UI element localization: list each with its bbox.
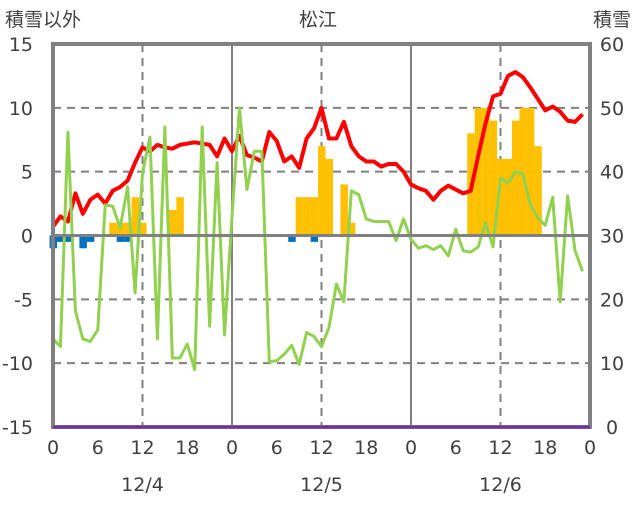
y-tick-right: 40	[600, 162, 624, 184]
x-tick: 12	[488, 437, 512, 459]
x-tick: 12	[130, 437, 154, 459]
orange-bar	[347, 222, 356, 236]
orange-bar	[295, 197, 304, 236]
orange-bar	[124, 222, 132, 236]
orange-bar	[504, 158, 512, 236]
x-tick: 6	[271, 437, 283, 459]
orange-bar	[497, 158, 505, 236]
x-tick: 18	[175, 437, 199, 459]
orange-bar	[519, 107, 527, 236]
orange-bar	[176, 197, 184, 236]
x-tick: 6	[450, 437, 462, 459]
x-tick: 0	[226, 437, 238, 459]
orange-bar	[318, 146, 326, 236]
y-tick-left: 0	[21, 226, 33, 248]
chart-title: 松江	[299, 9, 337, 31]
orange-bar	[534, 146, 542, 236]
orange-bar	[340, 184, 348, 236]
orange-bar	[168, 209, 177, 236]
y-tick-left: -10	[2, 353, 33, 375]
bars	[49, 107, 542, 249]
y-tick-left: -15	[2, 417, 33, 439]
x-tick: 0	[405, 437, 417, 459]
orange-bar	[474, 107, 483, 236]
y-tick-right: 10	[600, 353, 624, 375]
blue-bar	[116, 235, 125, 242]
y-tick-right: 20	[600, 289, 624, 311]
x-tick: 18	[533, 437, 557, 459]
y-tick-right: 50	[600, 98, 624, 120]
orange-bar	[310, 197, 319, 236]
blue-bar	[288, 235, 296, 242]
y-axis-right-label: 積雪	[593, 9, 631, 31]
orange-bar	[303, 197, 311, 236]
blue-bar	[86, 235, 95, 242]
orange-bar	[482, 107, 490, 236]
x-tick: 18	[354, 437, 378, 459]
x-date-label: 12/6	[479, 474, 522, 496]
orange-bar	[139, 222, 147, 236]
y-tick-right: 0	[606, 417, 618, 439]
x-date-label: 12/5	[300, 474, 343, 496]
blue-bar	[124, 235, 132, 242]
x-tick: 12	[309, 437, 333, 459]
orange-bar	[526, 107, 535, 236]
x-tick: 6	[92, 437, 104, 459]
blue-bar	[79, 235, 87, 249]
orange-bar	[489, 120, 498, 236]
y-tick-right: 60	[600, 34, 624, 56]
red-line	[51, 70, 584, 228]
y-tick-left: 5	[21, 162, 33, 184]
y-tick-left: -5	[14, 289, 33, 311]
x-date-label: 12/4	[121, 474, 164, 496]
orange-bar	[325, 158, 333, 236]
y-tick-left: 15	[9, 34, 33, 56]
x-tick: 0	[47, 437, 59, 459]
orange-bar	[131, 197, 140, 236]
y-tick-left: 10	[9, 98, 33, 120]
blue-bar	[310, 235, 319, 242]
x-tick: 0	[584, 437, 596, 459]
y-axis-left-label: 積雪以外	[5, 9, 81, 31]
blue-bar	[64, 235, 72, 242]
orange-bar	[511, 120, 520, 236]
blue-bar	[57, 235, 65, 242]
y-tick-right: 30	[600, 226, 624, 248]
orange-bar	[109, 222, 117, 236]
plot-frame	[51, 42, 592, 429]
